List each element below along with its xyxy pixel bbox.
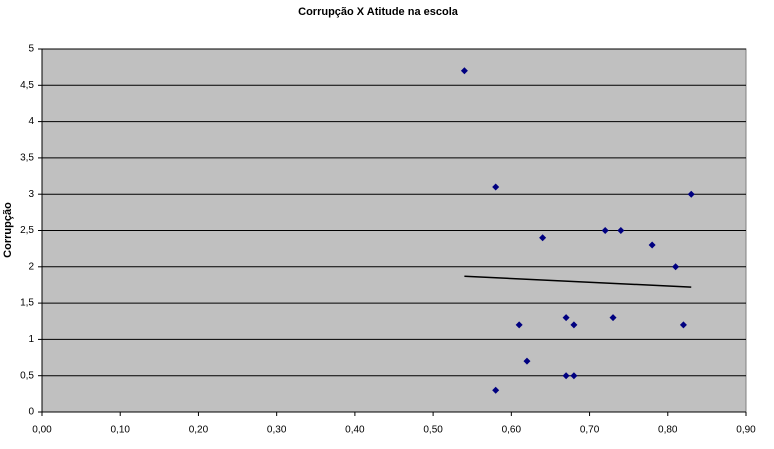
x-tick-label: 0,90 <box>736 425 756 436</box>
y-tick-label: 4,5 <box>20 80 34 91</box>
y-tick-label: 1 <box>28 334 34 345</box>
y-tick-label: 2,5 <box>20 225 34 236</box>
scatter-point <box>562 314 570 322</box>
scatter-point <box>492 386 500 394</box>
scatter-point <box>687 190 695 198</box>
x-tick-label: 0,10 <box>110 425 130 436</box>
scatter-point <box>672 263 680 271</box>
x-tick-label: 0,40 <box>345 425 365 436</box>
y-tick-label: 5 <box>28 44 34 55</box>
scatter-point <box>515 321 523 329</box>
scatter-point <box>523 357 531 365</box>
y-tick-label: 3,5 <box>20 153 34 164</box>
y-tick-label: 1,5 <box>20 298 34 309</box>
x-tick-label: 0,80 <box>658 425 678 436</box>
scatter-point <box>539 234 547 242</box>
trendline <box>464 275 692 288</box>
x-tick-label: 0,30 <box>267 425 287 436</box>
y-tick-label: 4 <box>28 116 34 127</box>
y-tick-label: 0 <box>28 407 34 418</box>
x-tick-label: 0,50 <box>423 425 443 436</box>
x-tick-label: 0,00 <box>32 425 52 436</box>
scatter-point <box>648 241 656 249</box>
scatter-point <box>460 67 468 75</box>
x-tick-label: 0,60 <box>502 425 522 436</box>
scatter-point <box>601 227 609 234</box>
y-axis-label: Corrupção <box>2 202 14 258</box>
x-tick-label: 0,70 <box>580 425 600 436</box>
chart-title: Corrupção X Atitude na escola <box>298 6 459 18</box>
scatter-point <box>609 314 617 322</box>
scatter-point <box>562 372 570 380</box>
scatter-point <box>679 321 687 329</box>
y-tick-label: 2 <box>28 261 34 272</box>
y-tick-label: 3 <box>28 189 34 200</box>
scatter-point <box>492 183 500 191</box>
scatter-point <box>570 321 578 329</box>
scatter-point <box>617 227 625 234</box>
x-tick-label: 0,20 <box>189 425 209 436</box>
y-tick-label: 0,5 <box>20 370 34 381</box>
scatter-point <box>570 372 578 380</box>
